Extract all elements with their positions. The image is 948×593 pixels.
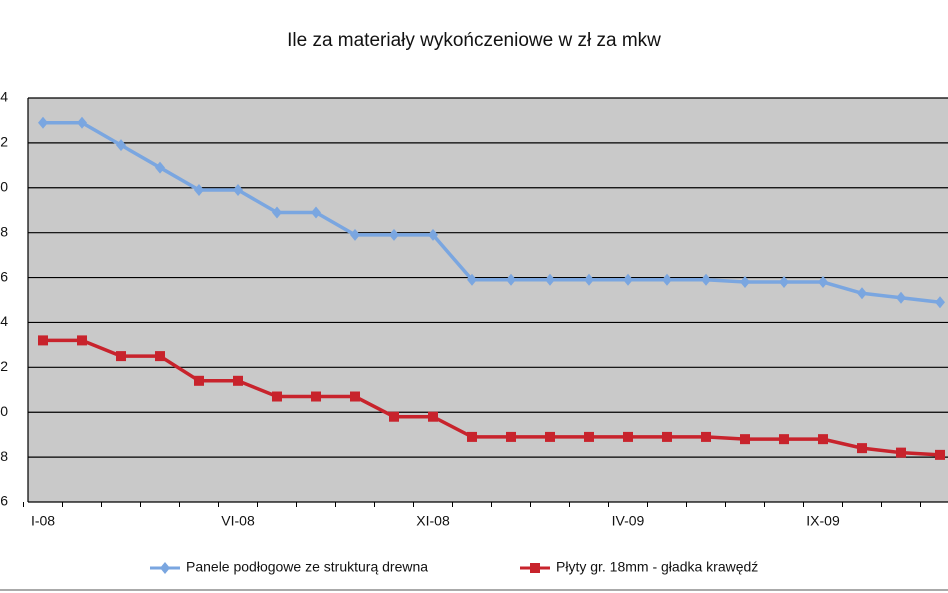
marker xyxy=(545,273,555,286)
marker xyxy=(623,273,633,286)
marker xyxy=(818,434,828,445)
marker xyxy=(350,228,360,241)
marker xyxy=(155,351,165,362)
marker xyxy=(857,287,867,300)
y-tick-label: 20 xyxy=(0,403,8,419)
marker xyxy=(935,449,945,460)
marker xyxy=(311,206,321,219)
marker xyxy=(389,411,399,422)
y-tick-label: 18 xyxy=(0,448,8,464)
marker xyxy=(116,351,126,362)
marker xyxy=(779,434,789,445)
legend-marker xyxy=(530,563,540,573)
marker xyxy=(272,391,282,402)
x-tick-label: I-08 xyxy=(31,513,55,529)
marker xyxy=(857,443,867,454)
marker xyxy=(506,431,516,442)
legend-label: Płyty gr. 18mm - gładka krawędź xyxy=(556,559,758,575)
y-tick-label: 28 xyxy=(0,223,8,239)
marker xyxy=(311,391,321,402)
marker xyxy=(428,228,438,241)
marker xyxy=(545,431,555,442)
marker xyxy=(272,206,282,219)
marker xyxy=(350,391,360,402)
marker xyxy=(194,375,204,386)
marker xyxy=(701,273,711,286)
y-tick-label: 26 xyxy=(0,268,8,284)
x-tick-label: XI-08 xyxy=(416,513,450,529)
marker xyxy=(584,273,594,286)
marker xyxy=(662,273,672,286)
marker xyxy=(467,273,477,286)
x-tick-label: IX-09 xyxy=(806,513,840,529)
plot-area xyxy=(28,98,948,502)
marker xyxy=(194,184,204,197)
series-line xyxy=(43,120,941,304)
marker xyxy=(896,291,906,304)
marker xyxy=(896,447,906,458)
y-tick-label: 32 xyxy=(0,134,8,150)
marker xyxy=(779,276,789,289)
y-tick-label: 24 xyxy=(0,313,8,329)
marker xyxy=(77,116,87,129)
marker xyxy=(740,434,750,445)
y-tick-label: 16 xyxy=(0,493,8,509)
marker xyxy=(506,273,516,286)
marker xyxy=(467,431,477,442)
marker xyxy=(662,431,672,442)
marker xyxy=(77,335,87,346)
marker xyxy=(116,139,126,152)
chart-title: Ile za materiały wykończeniowe w zł za m… xyxy=(287,30,661,51)
marker xyxy=(155,161,165,174)
x-tick-label: VI-08 xyxy=(221,513,255,529)
marker xyxy=(38,116,48,129)
y-tick-label: 22 xyxy=(0,358,8,374)
legend-marker xyxy=(160,562,170,574)
marker xyxy=(428,411,438,422)
marker xyxy=(233,375,243,386)
marker xyxy=(389,228,399,241)
y-tick-label: 30 xyxy=(0,178,8,194)
marker xyxy=(701,431,711,442)
marker xyxy=(623,431,633,442)
series-line xyxy=(43,338,941,457)
marker xyxy=(38,335,48,346)
marker xyxy=(935,296,945,309)
legend-label: Panele podłogowe ze strukturą drewna xyxy=(186,559,428,575)
marker xyxy=(233,184,243,197)
x-tick-label: IV-09 xyxy=(612,513,645,529)
y-tick-label: 34 xyxy=(0,89,8,105)
marker xyxy=(584,431,594,442)
marker xyxy=(818,276,828,289)
marker xyxy=(740,276,750,289)
